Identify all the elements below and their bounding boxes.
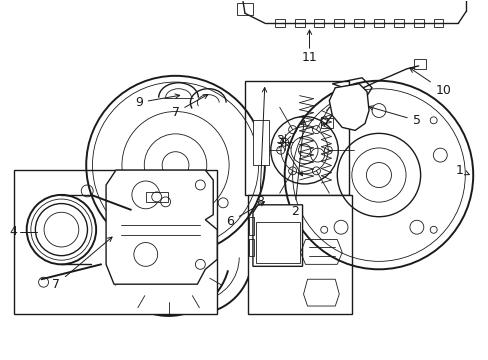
Bar	[334, 19, 344, 27]
Bar	[248, 239, 253, 256]
Bar	[247, 195, 351, 314]
Text: 7: 7	[171, 95, 207, 119]
Bar	[373, 19, 383, 27]
Bar	[413, 59, 425, 69]
Bar	[433, 19, 443, 27]
Bar	[413, 19, 423, 27]
Text: 1: 1	[454, 163, 468, 176]
Bar	[145, 192, 167, 202]
Bar	[248, 217, 253, 235]
Bar	[294, 19, 304, 27]
Text: 10: 10	[409, 68, 450, 97]
Text: 8: 8	[255, 87, 266, 208]
Text: 3: 3	[275, 134, 302, 176]
Bar	[244, 81, 348, 195]
Polygon shape	[252, 205, 302, 266]
Polygon shape	[106, 170, 217, 284]
Text: 6: 6	[226, 202, 264, 228]
Bar	[314, 19, 324, 27]
Text: 9: 9	[135, 94, 179, 109]
Polygon shape	[328, 84, 368, 130]
Text: 7: 7	[52, 237, 112, 291]
Bar	[353, 19, 364, 27]
Bar	[255, 222, 299, 264]
Bar	[274, 19, 284, 27]
Bar	[237, 3, 252, 15]
Text: 4: 4	[10, 225, 18, 238]
Bar	[393, 19, 403, 27]
Text: 5: 5	[368, 106, 420, 127]
Bar	[321, 118, 333, 129]
Bar	[252, 121, 268, 165]
Bar	[14, 170, 217, 314]
Text: 11: 11	[301, 51, 317, 64]
Text: 2: 2	[290, 120, 305, 218]
